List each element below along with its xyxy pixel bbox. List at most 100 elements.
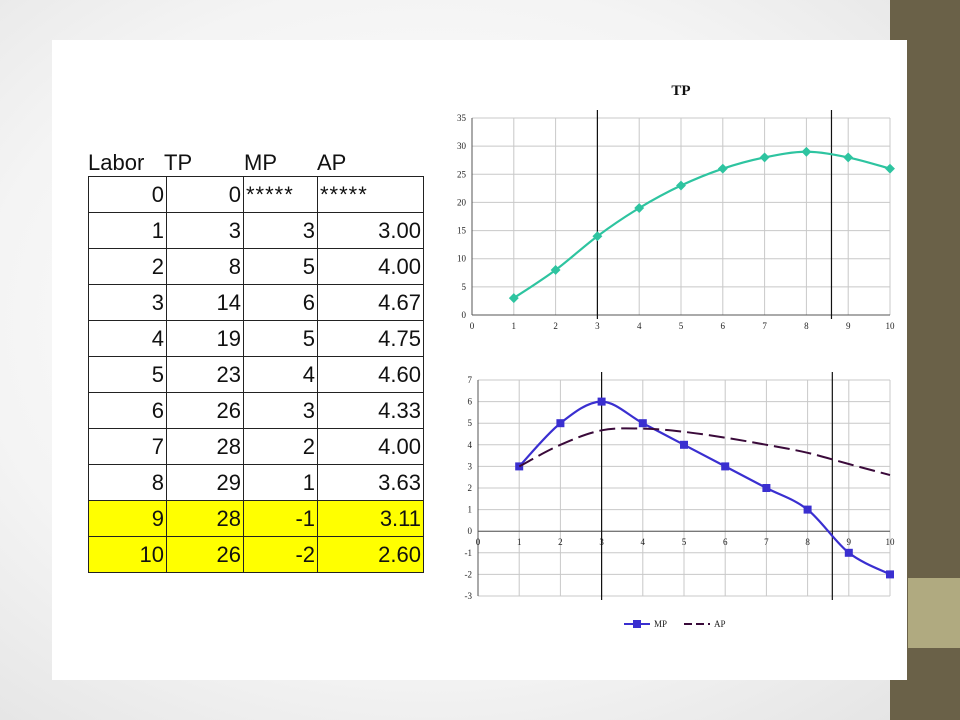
x-tick-label: 8 bbox=[805, 537, 810, 547]
y-tick-label: 0 bbox=[468, 526, 473, 536]
table-cell-labor: 7 bbox=[88, 428, 167, 465]
table-cell-labor: 5 bbox=[88, 356, 167, 393]
table-cell-labor: 1 bbox=[88, 212, 167, 249]
y-tick-label: -3 bbox=[465, 591, 473, 601]
table-cell-tp: 0 bbox=[166, 176, 244, 213]
table-row: 5 23 4 4.60 bbox=[88, 356, 424, 393]
table-cell-tp: 28 bbox=[166, 500, 244, 537]
legend-label: AP bbox=[714, 619, 726, 629]
table-row: 2 8 5 4.00 bbox=[88, 248, 424, 285]
chart-title: TP bbox=[671, 83, 690, 99]
series-line-tp bbox=[513, 150, 891, 300]
table-row: 10 26 -2 2.60 bbox=[88, 536, 424, 573]
y-tick-label: 10 bbox=[457, 254, 467, 264]
series-line-mp bbox=[518, 400, 891, 576]
legend-marker bbox=[633, 620, 641, 628]
header-mp: MP bbox=[244, 150, 277, 175]
table-cell-mp: 2 bbox=[243, 428, 318, 465]
y-tick-label: -2 bbox=[465, 569, 473, 579]
table-cell-tp: 29 bbox=[166, 464, 244, 501]
x-tick-label: 1 bbox=[517, 537, 522, 547]
table-cell-labor: 9 bbox=[88, 500, 167, 537]
table-cell-mp: 5 bbox=[243, 248, 318, 285]
y-tick-label: 3 bbox=[468, 461, 473, 471]
x-tick-label: 9 bbox=[847, 537, 852, 547]
x-tick-label: 4 bbox=[637, 321, 642, 331]
table-cell-mp: 3 bbox=[243, 392, 318, 429]
data-point bbox=[844, 548, 853, 557]
data-point bbox=[680, 440, 688, 449]
data-point bbox=[886, 570, 894, 579]
header-labor: Labor bbox=[88, 150, 145, 175]
table-cell-labor: 3 bbox=[88, 284, 167, 321]
data-point bbox=[885, 163, 895, 174]
data-point bbox=[721, 462, 730, 471]
y-tick-label: 6 bbox=[468, 397, 473, 407]
y-tick-label: 5 bbox=[468, 418, 473, 428]
table-cell-tp: 8 bbox=[166, 248, 244, 285]
table-cell-ap: 4.00 bbox=[317, 428, 424, 465]
table-cell-mp: 5 bbox=[243, 320, 318, 357]
table-cell-ap: 4.33 bbox=[317, 392, 424, 429]
table-cell-ap: 2.60 bbox=[317, 536, 424, 573]
legend-label: MP bbox=[654, 619, 667, 629]
x-tick-label: 3 bbox=[595, 321, 600, 331]
x-tick-label: 2 bbox=[558, 537, 563, 547]
production-table: 0 0 ***** ***** 1 3 3 3.00 2 8 5 4.00 3 14 6 4.67 4 19 5 4.… bbox=[88, 176, 424, 573]
table-cell-mp: 1 bbox=[243, 464, 318, 501]
data-point bbox=[843, 152, 854, 163]
tp-chart: TP 0 5 10 15 20 25 30 35 0 1 2 3 4 5 6 7 8 9 10 bbox=[457, 83, 896, 331]
table-cell-mp: ***** bbox=[243, 176, 318, 213]
table-row: 9 28 -1 3.11 bbox=[88, 500, 424, 537]
table-cell-ap: 4.00 bbox=[317, 248, 424, 285]
x-tick-label: 7 bbox=[762, 321, 767, 331]
x-tick-label: 0 bbox=[470, 321, 475, 331]
data-point bbox=[803, 505, 812, 514]
table-cell-labor: 6 bbox=[88, 392, 167, 429]
table-cell-ap: 3.63 bbox=[317, 464, 424, 501]
table-cell-ap: 3.11 bbox=[317, 500, 424, 537]
table-cell-labor: 8 bbox=[88, 464, 167, 501]
x-tick-label: 5 bbox=[679, 321, 684, 331]
x-tick-label: 5 bbox=[682, 537, 687, 547]
table-cell-tp: 23 bbox=[166, 356, 244, 393]
y-tick-label: 4 bbox=[468, 440, 473, 450]
table-cell-labor: 10 bbox=[88, 536, 167, 573]
data-point bbox=[762, 484, 771, 492]
table-row: 6 26 3 4.33 bbox=[88, 392, 424, 429]
y-tick-label: -1 bbox=[465, 548, 473, 558]
table-row: 8 29 1 3.63 bbox=[88, 464, 424, 501]
decorative-accent bbox=[908, 578, 960, 648]
table-cell-ap: 4.75 bbox=[317, 320, 424, 357]
mp-ap-chart: -3-2-101234567012345678910MPAP bbox=[465, 372, 895, 629]
y-tick-label: 1 bbox=[468, 505, 473, 515]
x-tick-label: 7 bbox=[764, 537, 769, 547]
y-tick-label: 15 bbox=[457, 226, 467, 236]
y-tick-label: 0 bbox=[462, 310, 467, 320]
y-tick-label: 5 bbox=[462, 282, 467, 292]
table-cell-labor: 0 bbox=[88, 176, 167, 213]
table-row: 4 19 5 4.75 bbox=[88, 320, 424, 357]
table-cell-tp: 14 bbox=[166, 284, 244, 321]
table-cell-labor: 4 bbox=[88, 320, 167, 357]
data-point bbox=[638, 419, 647, 428]
table-cell-mp: 4 bbox=[243, 356, 318, 393]
x-tick-label: 6 bbox=[723, 537, 728, 547]
y-tick-label: 25 bbox=[457, 169, 467, 179]
x-tick-label: 1 bbox=[512, 321, 517, 331]
series-line-ap bbox=[518, 427, 891, 477]
data-point bbox=[592, 231, 603, 242]
x-tick-label: 10 bbox=[886, 321, 896, 331]
x-tick-label: 0 bbox=[476, 537, 481, 547]
table-cell-tp: 26 bbox=[166, 392, 244, 429]
y-tick-label: 2 bbox=[468, 483, 473, 493]
table-cell-tp: 26 bbox=[166, 536, 244, 573]
x-tick-label: 4 bbox=[641, 537, 646, 547]
x-tick-label: 9 bbox=[846, 321, 851, 331]
table-row: 0 0 ***** ***** bbox=[88, 176, 424, 213]
data-point bbox=[676, 180, 686, 191]
table-cell-ap: 4.60 bbox=[317, 356, 424, 393]
x-tick-label: 8 bbox=[804, 321, 809, 331]
table-row: 3 14 6 4.67 bbox=[88, 284, 424, 321]
x-tick-label: 2 bbox=[553, 321, 558, 331]
